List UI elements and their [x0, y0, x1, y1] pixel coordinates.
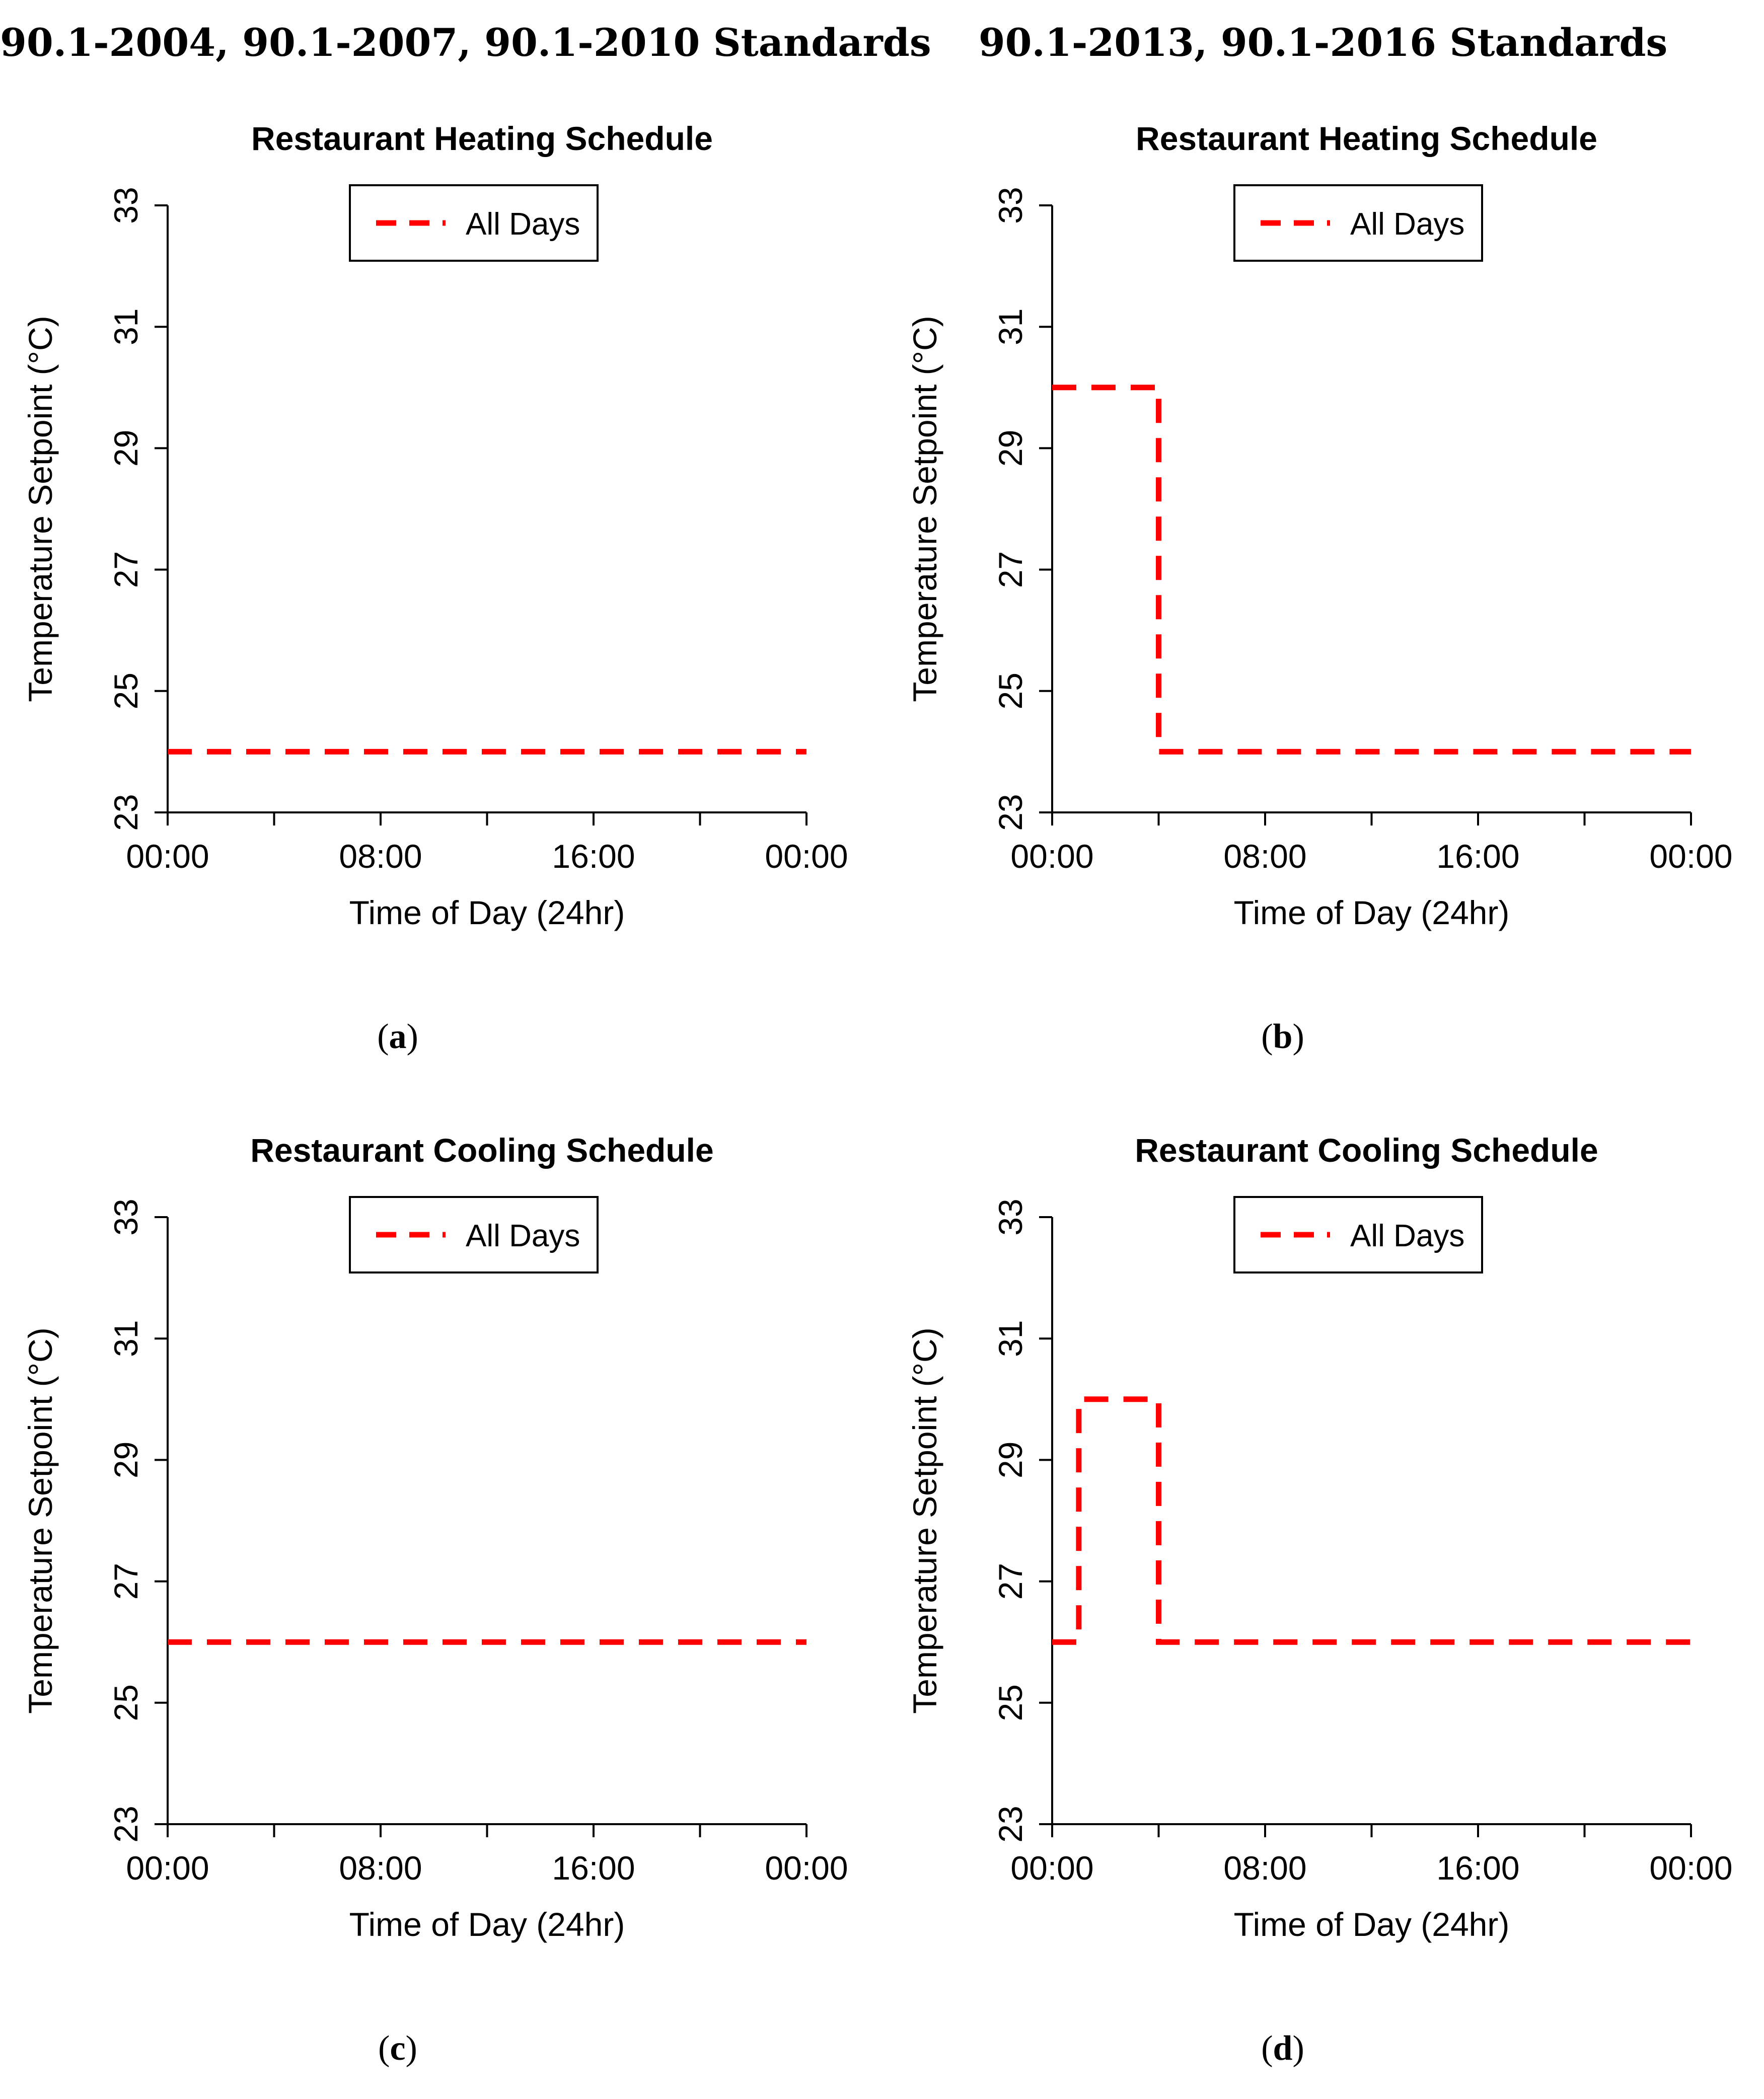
chart2-y-tick-label: 25: [992, 672, 1029, 709]
chart1-y-tick-label: 33: [107, 187, 144, 223]
chart2-y-tick-label: 23: [992, 794, 1029, 831]
chart3-x-tick-label: 00:00: [765, 1849, 848, 1887]
chart2-legend-label: All Days: [1350, 207, 1464, 242]
chart3-x-tick-label: 16:00: [552, 1849, 635, 1887]
column-title-left: 90.1-2004, 90.1-2007, 90.1-2010 Standard…: [0, 20, 931, 65]
chart4-x-tick-label: 00:00: [1010, 1849, 1093, 1887]
chart1-legend-box: [349, 184, 599, 262]
chart1-y-tick-label: 31: [107, 308, 144, 345]
panel-label-d: (d): [1261, 2029, 1304, 2068]
chart4-x-tick-label: 08:00: [1223, 1849, 1306, 1887]
chart2-y-tick-label: 29: [992, 430, 1029, 467]
chart2-y-tick-label: 33: [992, 187, 1029, 223]
chart3-legend-label: All Days: [466, 1219, 580, 1253]
chart3-x-axis-label: Time of Day (24hr): [349, 1906, 625, 1943]
chart4-x-tick-label: 16:00: [1436, 1849, 1519, 1887]
chart4-x-axis-label: Time of Day (24hr): [1234, 1906, 1510, 1943]
chart2-y-axis-label: Temperature Setpoint (°C): [906, 316, 943, 702]
chart3-y-tick-label: 23: [107, 1806, 144, 1842]
chart3-y-tick-label: 27: [107, 1563, 144, 1600]
chart4-y-tick-label: 27: [992, 1563, 1029, 1600]
chart4-title: Restaurant Cooling Schedule: [1135, 1132, 1598, 1169]
panel-label-c: (c): [378, 2029, 417, 2068]
chart2-y-tick-label: 27: [992, 551, 1029, 588]
chart4-y-axis-label: Temperature Setpoint (°C): [906, 1327, 943, 1713]
chart3-x-tick-label: 08:00: [339, 1849, 422, 1887]
chart4-y-tick-label: 33: [992, 1198, 1029, 1235]
chart3-y-tick-label: 25: [107, 1684, 144, 1721]
chart3-x-tick-label: 00:00: [126, 1849, 209, 1887]
chart3-title: Restaurant Cooling Schedule: [250, 1132, 713, 1169]
chart1-y-tick-label: 25: [107, 672, 144, 709]
chart2-x-tick-label: 08:00: [1223, 838, 1306, 875]
chart3-y-tick-label: 29: [107, 1442, 144, 1478]
chart4-series-line: [1052, 1396, 1691, 1645]
chart4-legend-label: All Days: [1350, 1219, 1464, 1253]
panel-label-a: (a): [377, 1017, 418, 1056]
chart3-y-axis-label: Temperature Setpoint (°C): [22, 1327, 59, 1713]
chart1-x-tick-label: 16:00: [552, 838, 635, 875]
chart1-legend-label: All Days: [466, 207, 580, 242]
chart1-x-axis-label: Time of Day (24hr): [349, 894, 625, 931]
column-title-right: 90.1-2013, 90.1-2016 Standards: [978, 20, 1668, 65]
chart1-x-tick-label: 08:00: [339, 838, 422, 875]
chart2-x-tick-label: 16:00: [1436, 838, 1519, 875]
chart3-y-tick-label: 33: [107, 1198, 144, 1235]
chart1-y-tick-label: 23: [107, 794, 144, 831]
chart4-y-tick-label: 29: [992, 1442, 1029, 1478]
chart1-x-tick-label: 00:00: [126, 838, 209, 875]
panel-label-b: (b): [1261, 1017, 1304, 1056]
chart3-y-tick-label: 31: [107, 1320, 144, 1357]
chart2-series-line: [1052, 385, 1691, 755]
chart1-y-tick-label: 29: [107, 430, 144, 467]
chart4-x-tick-label: 00:00: [1649, 1849, 1732, 1887]
chart2-x-tick-label: 00:00: [1649, 838, 1732, 875]
chart1-y-axis-label: Temperature Setpoint (°C): [22, 316, 59, 702]
chart2-x-axis-label: Time of Day (24hr): [1234, 894, 1510, 931]
chart1-y-tick-label: 27: [107, 551, 144, 588]
chart4-y-tick-label: 23: [992, 1806, 1029, 1842]
chart4-y-tick-label: 25: [992, 1684, 1029, 1721]
chart2-x-tick-label: 00:00: [1010, 838, 1093, 875]
chart1-x-tick-label: 00:00: [765, 838, 848, 875]
chart2-y-tick-label: 31: [992, 308, 1029, 345]
chart1-title: Restaurant Heating Schedule: [251, 120, 713, 157]
chart4-y-tick-label: 31: [992, 1320, 1029, 1357]
chart2-title: Restaurant Heating Schedule: [1136, 120, 1597, 157]
